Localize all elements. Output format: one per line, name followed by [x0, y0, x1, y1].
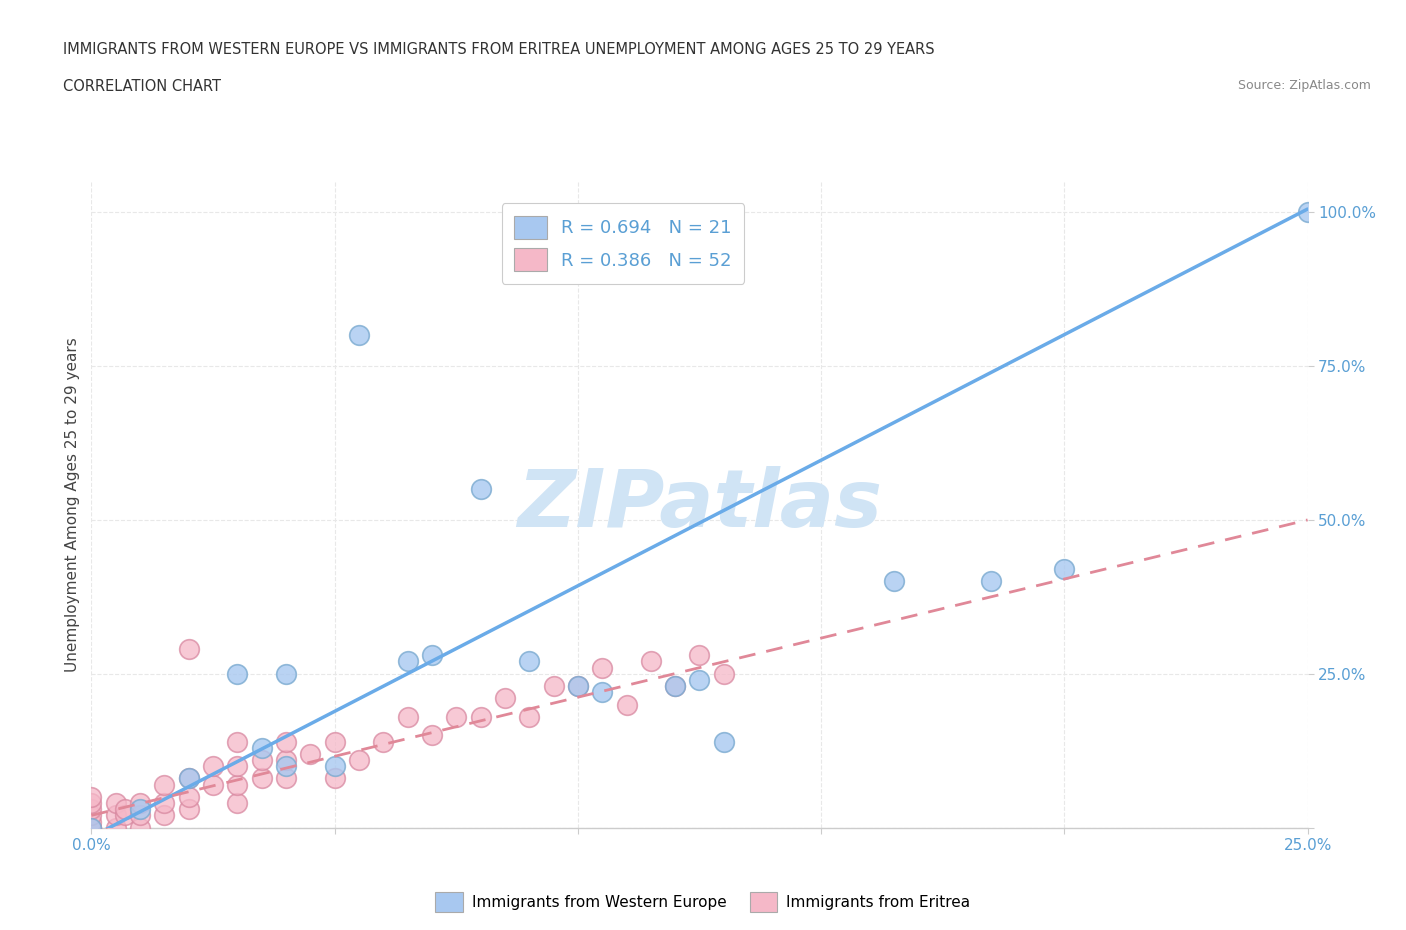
Point — [274, 771, 297, 786]
Point — [883, 574, 905, 589]
Point — [80, 820, 103, 835]
Point — [688, 672, 710, 687]
Point — [104, 808, 127, 823]
Point — [80, 820, 103, 835]
Point — [567, 679, 589, 694]
Point — [713, 734, 735, 749]
Text: Source: ZipAtlas.com: Source: ZipAtlas.com — [1237, 79, 1371, 92]
Point — [616, 698, 638, 712]
Legend: Immigrants from Western Europe, Immigrants from Eritrea: Immigrants from Western Europe, Immigran… — [429, 886, 977, 918]
Point — [226, 796, 249, 811]
Point — [153, 796, 176, 811]
Point — [129, 808, 152, 823]
Point — [396, 710, 419, 724]
Point — [567, 679, 589, 694]
Point — [323, 771, 346, 786]
Point — [347, 327, 370, 342]
Point — [664, 679, 686, 694]
Point — [274, 667, 297, 682]
Point — [713, 667, 735, 682]
Point — [250, 740, 273, 755]
Point — [591, 660, 613, 675]
Point — [420, 648, 443, 663]
Point — [299, 747, 322, 762]
Point — [250, 752, 273, 767]
Point — [664, 679, 686, 694]
Point — [250, 771, 273, 786]
Text: CORRELATION CHART: CORRELATION CHART — [63, 79, 221, 94]
Point — [226, 759, 249, 774]
Point — [177, 771, 200, 786]
Point — [129, 820, 152, 835]
Point — [470, 710, 492, 724]
Point — [80, 808, 103, 823]
Text: IMMIGRANTS FROM WESTERN EUROPE VS IMMIGRANTS FROM ERITREA UNEMPLOYMENT AMONG AGE: IMMIGRANTS FROM WESTERN EUROPE VS IMMIGR… — [63, 42, 935, 57]
Point — [396, 654, 419, 669]
Point — [470, 482, 492, 497]
Point — [202, 759, 225, 774]
Point — [1296, 205, 1319, 219]
Point — [114, 802, 136, 817]
Point — [226, 667, 249, 682]
Point — [129, 802, 152, 817]
Point — [80, 796, 103, 811]
Point — [274, 752, 297, 767]
Point — [129, 796, 152, 811]
Point — [1053, 562, 1076, 577]
Point — [80, 820, 103, 835]
Point — [202, 777, 225, 792]
Legend: R = 0.694   N = 21, R = 0.386   N = 52: R = 0.694 N = 21, R = 0.386 N = 52 — [502, 204, 745, 284]
Point — [494, 691, 516, 706]
Point — [153, 808, 176, 823]
Point — [177, 790, 200, 804]
Point — [153, 777, 176, 792]
Point — [104, 820, 127, 835]
Point — [226, 777, 249, 792]
Point — [80, 820, 103, 835]
Point — [543, 679, 565, 694]
Point — [177, 802, 200, 817]
Point — [80, 814, 103, 829]
Point — [373, 734, 395, 749]
Point — [114, 808, 136, 823]
Text: ZIPatlas: ZIPatlas — [517, 466, 882, 543]
Point — [688, 648, 710, 663]
Point — [177, 642, 200, 657]
Point — [517, 654, 540, 669]
Point — [177, 771, 200, 786]
Point — [980, 574, 1002, 589]
Y-axis label: Unemployment Among Ages 25 to 29 years: Unemployment Among Ages 25 to 29 years — [65, 338, 80, 671]
Point — [274, 734, 297, 749]
Point — [80, 790, 103, 804]
Point — [104, 796, 127, 811]
Point — [591, 684, 613, 699]
Point — [517, 710, 540, 724]
Point — [323, 759, 346, 774]
Point — [420, 728, 443, 743]
Point — [444, 710, 467, 724]
Point — [323, 734, 346, 749]
Point — [226, 734, 249, 749]
Point — [274, 759, 297, 774]
Point — [80, 802, 103, 817]
Point — [347, 752, 370, 767]
Point — [640, 654, 662, 669]
